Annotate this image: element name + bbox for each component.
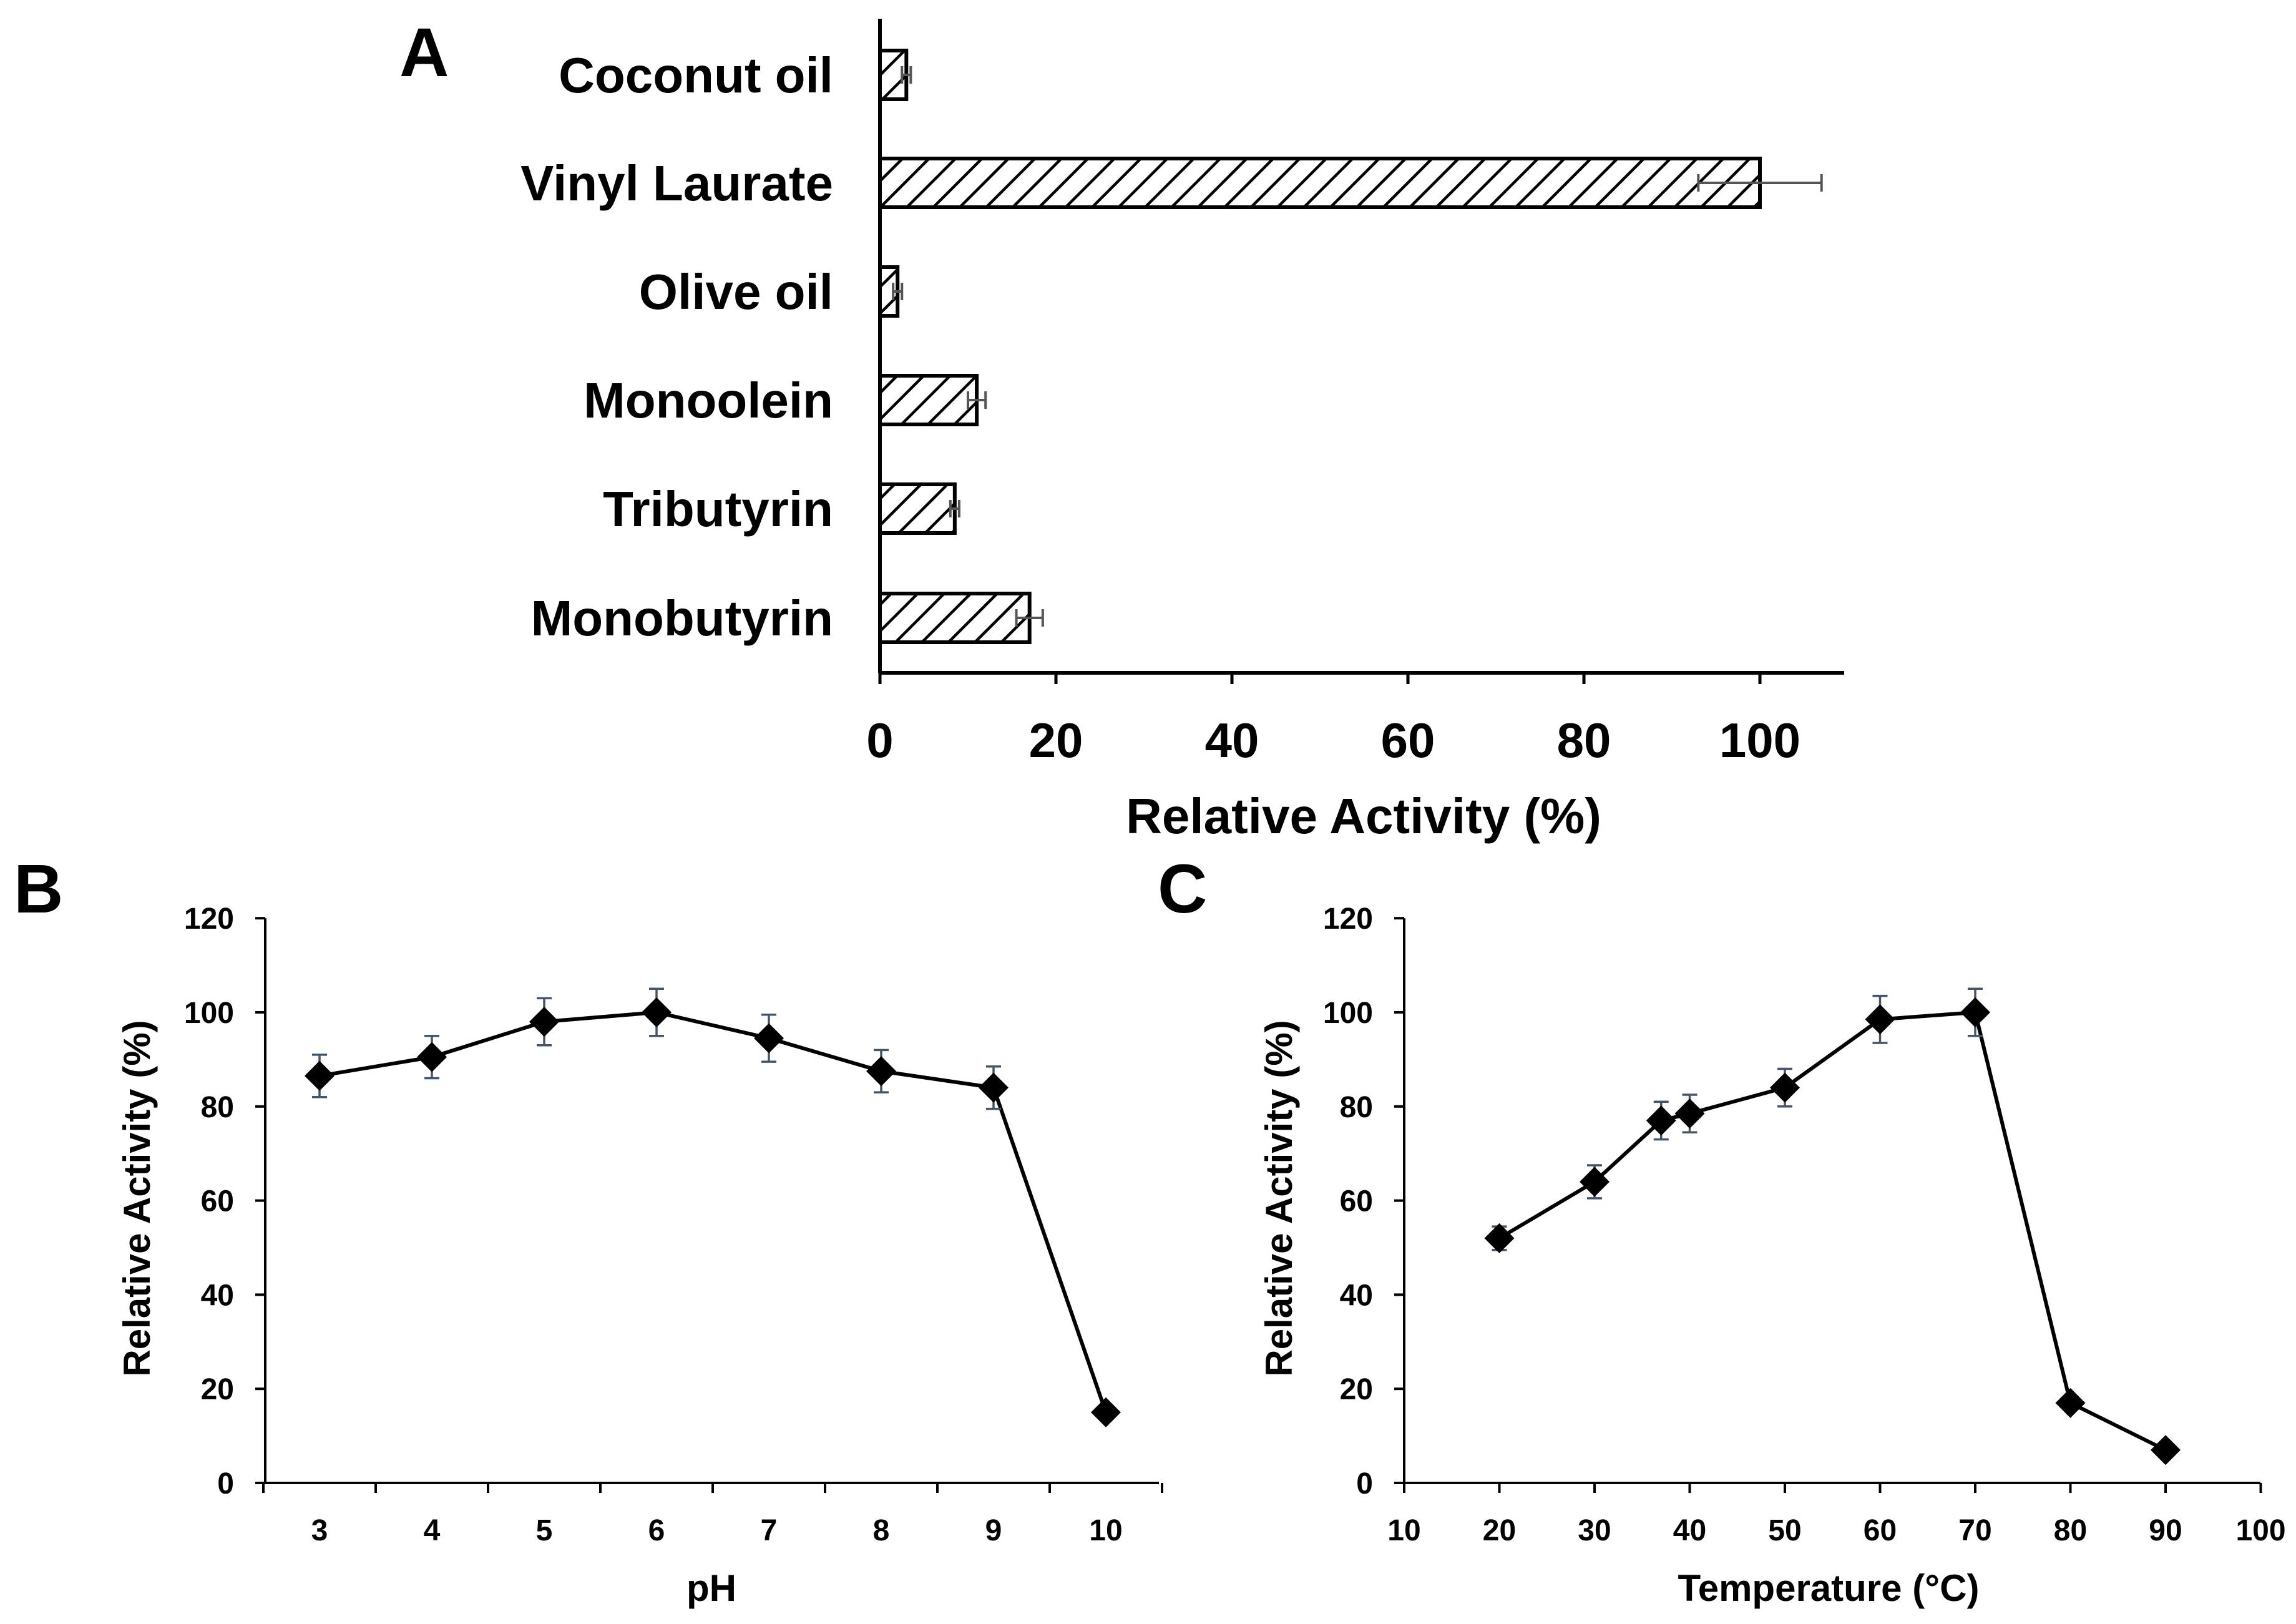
- panel-a-bar: [878, 157, 1762, 209]
- panel-b-y-tick-label: 120: [184, 902, 234, 936]
- panel-b-data-point: [754, 1023, 784, 1054]
- panel-c-x-tick-label: 10: [1387, 1514, 1420, 1547]
- panel-b-x-tick-label: 8: [873, 1514, 890, 1547]
- panel-b-data-point: [529, 1007, 559, 1037]
- panel-a-letter: A: [399, 14, 449, 91]
- panel-c-y-axis-label: Relative Activity (%): [1258, 1020, 1300, 1376]
- panel-b-data-point: [979, 1072, 1009, 1103]
- panel-b-x-tick-label: 10: [1089, 1514, 1122, 1547]
- panel-b-x-tick-label: 3: [311, 1514, 328, 1547]
- panel-b-x-tick-label: 4: [424, 1514, 441, 1547]
- panel-c-x-tick-label: 60: [1864, 1514, 1897, 1547]
- panel-a-bar: [878, 49, 909, 101]
- panel-c-x-tick-label: 30: [1578, 1514, 1611, 1547]
- panel-b-y-tick-label: 40: [201, 1279, 234, 1312]
- panel-b-y-axis-label: Relative Activity (%): [116, 1020, 158, 1376]
- panel-a-category-label: Tributyrin: [603, 481, 833, 537]
- panel-a-axes: 0 20 40 60 80 100: [866, 19, 1844, 768]
- panel-c-data-point: [2055, 1387, 2086, 1418]
- panel-c-data-point: [2151, 1435, 2181, 1465]
- panel-a-x-tick-label: 80: [1557, 713, 1611, 768]
- panel-c-y-tick-label: 0: [1356, 1467, 1373, 1500]
- panel-a-bar: [878, 374, 979, 426]
- panel-b-data-point: [305, 1060, 335, 1091]
- panel-a-bar: [878, 482, 957, 535]
- panel-c-y-tick-label: 80: [1340, 1091, 1373, 1124]
- panel-c-data-point: [1960, 997, 1990, 1027]
- panel-b-data-point: [417, 1042, 447, 1072]
- panel-b-x-axis-label: pH: [686, 1567, 736, 1609]
- panel-c-x-tick-label: 70: [1958, 1514, 1991, 1547]
- panel-a-x-tick-label: 0: [866, 713, 893, 768]
- panel-b-x-tick-label: 5: [536, 1514, 553, 1547]
- panel-c-data-point: [1646, 1105, 1676, 1136]
- panel-b-x-tick-label: 6: [648, 1514, 665, 1547]
- panel-b-series-line: [319, 1010, 1108, 1413]
- panel-a-category-label: Monobutyrin: [531, 590, 833, 646]
- panel-b-line-chart: B 0 20 40 60 80 100 120 3 4 5 6 7 8 9 10 pH Relative A…: [14, 851, 1163, 1609]
- panel-a-bar-chart: A 0 20 40 60 80 100 Coconut oil Vinyl Laurate O…: [399, 14, 1844, 844]
- panel-b-axes: 0 20 40 60 80 100 120 3 4 5 6 7 8 9 10: [184, 902, 1163, 1547]
- panel-b-x-tick-label: 7: [761, 1514, 778, 1547]
- panel-b-letter: B: [14, 851, 63, 927]
- panel-a-x-axis-label: Relative Activity (%): [1126, 788, 1601, 844]
- panel-c-x-tick-label: 50: [1768, 1514, 1801, 1547]
- panel-a-bar: [878, 592, 1032, 644]
- panel-c-y-tick-label: 40: [1340, 1279, 1373, 1312]
- panel-c-letter: C: [1158, 851, 1207, 927]
- panel-c-axes: 0 20 40 60 80 100 120 10 20 30 40 50 60 70 80 90 100: [1323, 902, 2286, 1547]
- panel-a-x-tick-label: 100: [1719, 713, 1800, 768]
- panel-c-data-point: [1865, 1004, 1895, 1035]
- panel-a-x-tick-label: 60: [1381, 713, 1435, 768]
- panel-c-x-tick-label: 20: [1483, 1514, 1516, 1547]
- panel-b-y-tick-label: 0: [217, 1467, 234, 1500]
- panel-b-y-tick-label: 100: [184, 997, 234, 1030]
- panel-a-category-label: Coconut oil: [559, 47, 833, 103]
- panel-a-x-tick-label: 20: [1029, 713, 1083, 768]
- panel-b-y-tick-label: 60: [201, 1185, 234, 1218]
- panel-c-x-tick-label: 90: [2149, 1514, 2182, 1547]
- panel-c-x-tick-label: 40: [1673, 1514, 1706, 1547]
- panel-c-series: [1484, 987, 2181, 1465]
- panel-c-line-chart: C 0 20 40 60 80 100 120 10 20 30 40 50 60 70 80 90 100 T…: [1158, 851, 2286, 1609]
- panel-c-x-axis-label: Temperature (°C): [1678, 1567, 1980, 1609]
- panel-a-bars: [878, 49, 1823, 644]
- panel-c-y-tick-label: 20: [1340, 1373, 1373, 1406]
- panel-c-y-tick-label: 60: [1340, 1185, 1373, 1218]
- panel-c-y-tick-label: 120: [1323, 902, 1373, 936]
- panel-b-data-point: [1091, 1397, 1121, 1427]
- panel-c-data-point: [1770, 1072, 1800, 1103]
- panel-b-x-tick-label: 9: [985, 1514, 1002, 1547]
- panel-b-data-point: [866, 1056, 896, 1087]
- panel-b-y-tick-label: 20: [201, 1373, 234, 1406]
- panel-c-x-tick-label: 80: [2054, 1514, 2087, 1547]
- panel-a-category-label: Vinyl Laurate: [520, 155, 833, 211]
- panel-a-category-label: Olive oil: [639, 264, 833, 320]
- panel-c-data-point: [1674, 1098, 1705, 1129]
- panel-b-y-tick-label: 80: [201, 1091, 234, 1124]
- panel-a-x-tick-label: 40: [1205, 713, 1259, 768]
- panel-b-data-point: [642, 997, 672, 1027]
- panel-a-labels: Coconut oil Vinyl Laurate Olive oil Monoole…: [520, 47, 833, 646]
- panel-a-category-label: Monoolein: [584, 373, 833, 428]
- panel-c-series-line: [1498, 1010, 2167, 1452]
- panel-b-series: [305, 987, 1121, 1427]
- panel-c-data-point: [1484, 1223, 1515, 1253]
- panel-c-data-point: [1580, 1167, 1610, 1197]
- panel-c-x-tick-label: 100: [2235, 1514, 2285, 1547]
- panel-c-y-tick-label: 100: [1323, 997, 1373, 1030]
